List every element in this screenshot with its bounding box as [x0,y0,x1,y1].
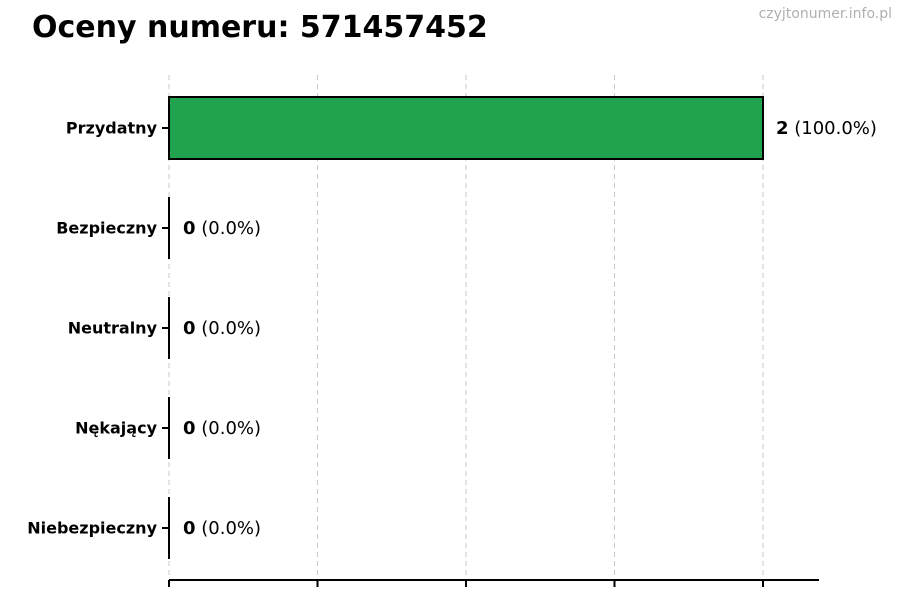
category-label: Neutralny [68,319,158,338]
value-label: 2 (100.0%) [776,118,877,139]
value-label: 0 (0.0%) [183,518,261,539]
value-label: 0 (0.0%) [183,318,261,339]
value-label: 0 (0.0%) [183,418,261,439]
page-title: Oceny numeru: 571457452 [32,10,488,45]
watermark: czyjtonumer.info.pl [758,6,892,22]
category-label: Niebezpieczny [27,519,157,538]
value-label: 0 (0.0%) [183,218,261,239]
category-label: Przydatny [66,119,158,138]
bar [168,96,764,160]
category-label: Nękający [75,419,157,438]
category-label: Bezpieczny [56,219,157,238]
